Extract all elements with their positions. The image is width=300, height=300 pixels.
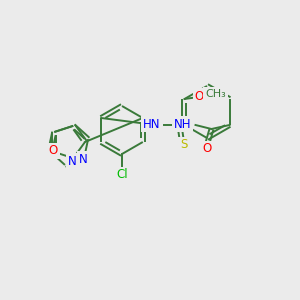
Text: S: S (180, 139, 187, 152)
Text: N: N (68, 155, 76, 168)
Text: O: O (202, 142, 211, 155)
Text: O: O (195, 89, 204, 103)
Text: HN: HN (143, 118, 160, 130)
Text: CH₃: CH₃ (205, 89, 226, 99)
Text: NH: NH (174, 118, 191, 130)
Text: O: O (49, 145, 58, 158)
Text: N: N (79, 153, 87, 166)
Text: Cl: Cl (116, 169, 128, 182)
